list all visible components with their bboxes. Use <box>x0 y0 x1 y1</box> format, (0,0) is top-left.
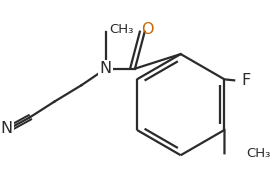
Text: CH₃: CH₃ <box>246 147 270 160</box>
Text: F: F <box>241 73 250 88</box>
Text: N: N <box>100 61 112 76</box>
Text: O: O <box>141 22 154 37</box>
Text: N: N <box>1 121 13 137</box>
Text: CH₃: CH₃ <box>110 23 134 36</box>
